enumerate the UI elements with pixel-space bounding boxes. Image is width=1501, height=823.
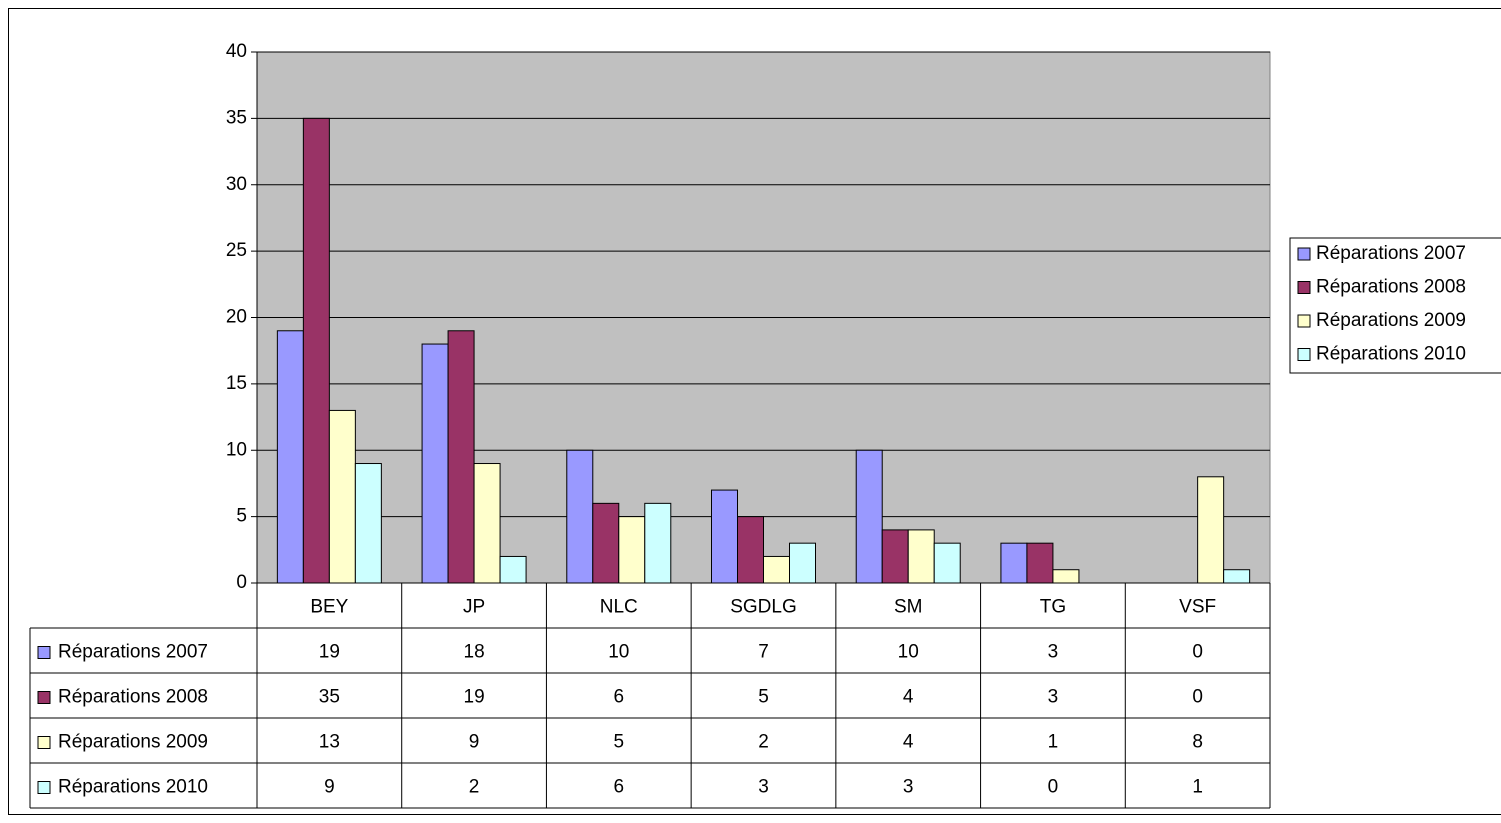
legend-key	[1297, 281, 1311, 294]
bar	[933, 542, 961, 584]
bar	[276, 330, 304, 584]
bar	[763, 555, 790, 584]
y-tick-label: 30	[226, 174, 247, 195]
table-value: 10	[608, 642, 629, 663]
x-tick-label: VSF	[1179, 597, 1216, 618]
table-value: 0	[1192, 642, 1203, 663]
bar	[1052, 569, 1080, 584]
bar	[447, 330, 475, 584]
table-key	[37, 736, 51, 749]
x-tick-label: TG	[1040, 597, 1066, 618]
table-series-name: Réparations 2007	[58, 642, 208, 663]
table-value: 3	[1048, 687, 1059, 708]
table-series-name: Réparations 2009	[58, 732, 208, 753]
table-value: 19	[464, 687, 485, 708]
table-value: 1	[1192, 777, 1203, 798]
legend-label: Réparations 2007	[1316, 243, 1466, 264]
bar	[499, 555, 527, 584]
table-value: 10	[898, 642, 919, 663]
table-value: 3	[758, 777, 769, 798]
legend-key	[1297, 247, 1311, 261]
x-tick-label: SGDLG	[730, 597, 797, 618]
table-value: 6	[613, 777, 624, 798]
table-value: 5	[758, 687, 769, 708]
table-value: 5	[613, 732, 624, 753]
bar	[473, 463, 501, 584]
table-key	[37, 781, 51, 794]
table-value: 0	[1048, 777, 1059, 798]
bar	[354, 463, 382, 584]
legend-label: Réparations 2008	[1316, 277, 1466, 298]
legend-key	[1297, 348, 1311, 361]
bar	[302, 117, 330, 584]
bar	[855, 449, 883, 584]
bar	[711, 489, 738, 584]
table-series-name: Réparations 2010	[58, 777, 208, 798]
table-value: 1	[1048, 732, 1059, 753]
table-key	[37, 646, 51, 659]
table-value: 8	[1192, 732, 1203, 753]
table-value: 4	[903, 732, 914, 753]
table-value: 2	[758, 732, 769, 753]
table-value: 13	[319, 732, 340, 753]
table-value: 7	[758, 642, 769, 663]
y-tick-label: 15	[226, 373, 247, 394]
table-value: 3	[1048, 642, 1059, 663]
y-tick-label: 5	[236, 506, 247, 527]
y-tick-label: 20	[226, 307, 247, 328]
y-tick-label: 40	[226, 41, 247, 62]
bar	[566, 449, 594, 584]
legend-key	[1297, 314, 1311, 328]
legend-box	[1289, 237, 1501, 374]
bar	[1000, 542, 1028, 584]
table-value: 35	[319, 687, 340, 708]
bar	[618, 516, 646, 584]
table-series-name: Réparations 2008	[58, 687, 208, 708]
y-tick-label: 35	[226, 107, 247, 128]
x-tick-label: NLC	[600, 597, 638, 618]
x-tick-label: BEY	[310, 597, 348, 618]
y-tick-label: 0	[236, 572, 247, 593]
table-value: 19	[319, 642, 340, 663]
bar	[328, 409, 356, 584]
y-tick-label: 25	[226, 240, 247, 261]
table-value: 4	[903, 687, 914, 708]
bar	[592, 502, 620, 584]
legend-label: Réparations 2009	[1316, 310, 1466, 331]
bar	[1197, 476, 1225, 584]
x-tick-label: JP	[463, 597, 485, 618]
bar	[1026, 542, 1054, 584]
bar	[421, 343, 449, 584]
bar	[789, 542, 816, 584]
bar	[881, 529, 909, 584]
table-value: 2	[469, 777, 480, 798]
x-tick-label: SM	[894, 597, 923, 618]
table-value: 0	[1192, 687, 1203, 708]
legend-label: Réparations 2010	[1316, 344, 1466, 365]
table-value: 6	[613, 687, 624, 708]
bar	[644, 502, 672, 584]
bar	[907, 529, 935, 584]
bar	[737, 516, 764, 584]
table-value: 9	[469, 732, 480, 753]
y-tick-label: 10	[226, 439, 247, 460]
table-value: 9	[324, 777, 335, 798]
bar	[1223, 569, 1251, 584]
table-key	[37, 691, 51, 704]
table-value: 3	[903, 777, 914, 798]
table-value: 18	[464, 642, 485, 663]
